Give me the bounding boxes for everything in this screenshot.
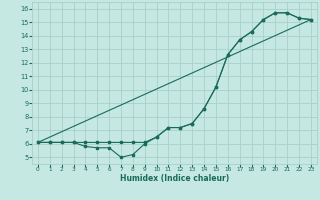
- X-axis label: Humidex (Indice chaleur): Humidex (Indice chaleur): [120, 174, 229, 183]
